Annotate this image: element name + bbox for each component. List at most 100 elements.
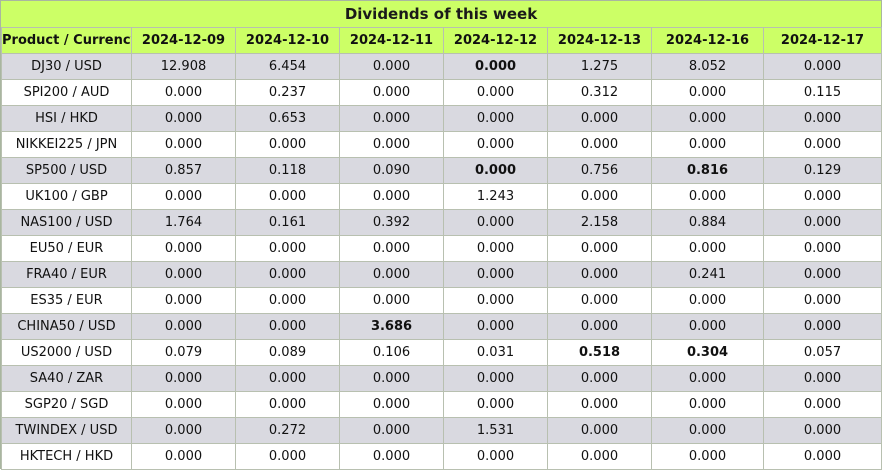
dividend-value-cell: 0.000 (763, 209, 882, 236)
dividend-value-cell: 0.000 (131, 183, 236, 210)
dividend-value-cell: 0.089 (235, 339, 340, 366)
table-row: NIKKEI225 / JPN 0.000 0.000 0.000 0.000 0.000… (1, 131, 882, 158)
dividend-value-cell: 0.000 (131, 235, 236, 262)
dividend-value-cell: 0.000 (443, 157, 548, 184)
dividend-value-cell: 6.454 (235, 53, 340, 80)
table-title: Dividends of this week (1, 1, 881, 27)
dividend-value-cell: 0.000 (763, 365, 882, 392)
table-row: UK100 / GBP 0.000 0.000 0.000 1.243 0.000 0.00… (1, 183, 882, 210)
dividend-value-cell: 0.106 (339, 339, 444, 366)
dividend-value-cell: 0.000 (651, 443, 764, 470)
dividend-value-cell: 0.057 (763, 339, 882, 366)
dividend-value-cell: 0.653 (235, 105, 340, 132)
dividend-value-cell: 0.000 (131, 391, 236, 418)
product-cell: ES35 / EUR (1, 287, 132, 314)
dividend-value-cell: 1.275 (547, 53, 652, 80)
dividend-value-cell: 0.816 (651, 157, 764, 184)
dividend-value-cell: 0.000 (443, 443, 548, 470)
product-cell: US2000 / USD (1, 339, 132, 366)
dividend-value-cell: 0.000 (235, 443, 340, 470)
dividend-value-cell: 0.000 (339, 391, 444, 418)
dividend-value-cell: 0.000 (651, 131, 764, 158)
dividend-value-cell: 0.000 (131, 365, 236, 392)
dividend-value-cell: 0.000 (339, 365, 444, 392)
dividend-value-cell: 0.000 (131, 105, 236, 132)
dividend-value-cell: 0.000 (547, 287, 652, 314)
dividend-value-cell: 0.031 (443, 339, 548, 366)
dividend-value-cell: 0.115 (763, 79, 882, 106)
dividend-value-cell: 0.000 (651, 313, 764, 340)
dividend-value-cell: 0.000 (131, 313, 236, 340)
column-header-date: 2024-12-16 (651, 27, 764, 54)
dividend-value-cell: 0.000 (443, 261, 548, 288)
dividend-value-cell: 0.000 (235, 391, 340, 418)
dividend-value-cell: 0.000 (235, 235, 340, 262)
table-row: US2000 / USD 0.079 0.089 0.106 0.031 0.518 0.3… (1, 339, 882, 366)
dividend-value-cell: 0.129 (763, 157, 882, 184)
dividend-value-cell: 0.756 (547, 157, 652, 184)
dividend-value-cell: 0.000 (339, 131, 444, 158)
dividend-value-cell: 0.000 (339, 443, 444, 470)
dividend-value-cell: 0.000 (235, 261, 340, 288)
column-header-product: Product / Currency (1, 27, 132, 54)
dividend-value-cell: 0.000 (443, 365, 548, 392)
dividend-value-cell: 0.000 (131, 417, 236, 444)
dividend-value-cell: 0.000 (763, 417, 882, 444)
dividend-value-cell: 0.857 (131, 157, 236, 184)
product-cell: HKTECH / HKD (1, 443, 132, 470)
product-cell: TWINDEX / USD (1, 417, 132, 444)
dividend-value-cell: 0.000 (339, 417, 444, 444)
product-cell: NAS100 / USD (1, 209, 132, 236)
dividend-value-cell: 0.000 (339, 235, 444, 262)
dividend-value-cell: 0.000 (235, 365, 340, 392)
dividend-value-cell: 0.000 (131, 79, 236, 106)
dividend-value-cell: 2.158 (547, 209, 652, 236)
product-cell: SP500 / USD (1, 157, 132, 184)
dividend-value-cell: 0.000 (763, 261, 882, 288)
table-row: HKTECH / HKD 0.000 0.000 0.000 0.000 0.000 0.0… (1, 443, 882, 470)
table-row: NAS100 / USD 1.764 0.161 0.392 0.000 2.158 0.8… (1, 209, 882, 236)
dividend-value-cell: 0.000 (651, 235, 764, 262)
dividend-value-cell: 0.000 (763, 391, 882, 418)
dividend-value-cell: 0.000 (651, 417, 764, 444)
dividend-value-cell: 0.000 (443, 79, 548, 106)
dividend-value-cell: 0.000 (443, 209, 548, 236)
table-row: TWINDEX / USD 0.000 0.272 0.000 1.531 0.000 0.… (1, 417, 882, 444)
dividend-value-cell: 0.079 (131, 339, 236, 366)
dividend-value-cell: 1.764 (131, 209, 236, 236)
table-row: DJ30 / USD 12.908 6.454 0.000 0.000 1.275 8.05… (1, 53, 882, 80)
dividend-value-cell: 0.000 (547, 131, 652, 158)
dividend-value-cell: 0.000 (443, 235, 548, 262)
dividend-value-cell: 0.000 (651, 287, 764, 314)
table-row: SPI200 / AUD 0.000 0.237 0.000 0.000 0.312 0.0… (1, 79, 882, 106)
product-cell: SGP20 / SGD (1, 391, 132, 418)
dividend-value-cell: 0.000 (443, 105, 548, 132)
dividend-value-cell: 0.000 (651, 79, 764, 106)
dividend-value-cell: 0.000 (339, 79, 444, 106)
dividend-value-cell: 0.000 (131, 443, 236, 470)
dividend-value-cell: 0.884 (651, 209, 764, 236)
dividend-value-cell: 0.000 (763, 53, 882, 80)
product-cell: FRA40 / EUR (1, 261, 132, 288)
table-row: HSI / HKD 0.000 0.653 0.000 0.000 0.000 0.000 0… (1, 105, 882, 132)
table-row: ES35 / EUR 0.000 0.000 0.000 0.000 0.000 0.000… (1, 287, 882, 314)
dividend-value-cell: 0.000 (763, 287, 882, 314)
dividend-value-cell: 0.000 (443, 53, 548, 80)
dividend-value-cell: 0.272 (235, 417, 340, 444)
table-body: DJ30 / USD 12.908 6.454 0.000 0.000 1.275 8.05… (1, 53, 882, 470)
dividend-value-cell: 0.000 (763, 313, 882, 340)
product-cell: HSI / HKD (1, 105, 132, 132)
dividend-value-cell: 0.000 (651, 365, 764, 392)
dividend-value-cell: 0.090 (339, 157, 444, 184)
dividend-value-cell: 0.118 (235, 157, 340, 184)
column-header-date: 2024-12-10 (235, 27, 340, 54)
table-row: SP500 / USD 0.857 0.118 0.090 0.000 0.756 0.81… (1, 157, 882, 184)
table-row: CHINA50 / USD 0.000 0.000 3.686 0.000 0.000 0.… (1, 313, 882, 340)
header-row: Product / Currency 2024-12-09 2024-12-10… (1, 27, 882, 54)
column-header-date: 2024-12-11 (339, 27, 444, 54)
column-header-date: 2024-12-13 (547, 27, 652, 54)
column-header-date: 2024-12-17 (763, 27, 882, 54)
column-header-date: 2024-12-12 (443, 27, 548, 54)
dividend-value-cell: 0.000 (651, 391, 764, 418)
dividend-value-cell: 0.000 (339, 105, 444, 132)
